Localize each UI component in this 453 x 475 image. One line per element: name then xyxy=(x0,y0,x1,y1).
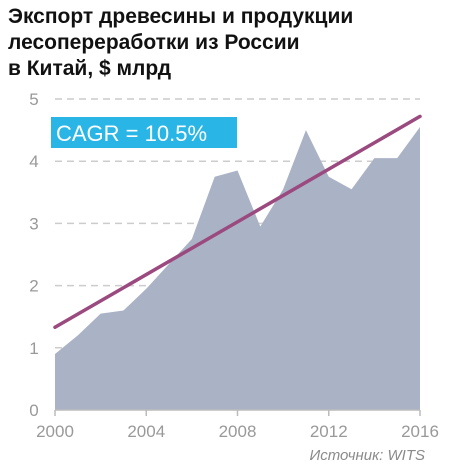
source-note: Источник: WITS xyxy=(309,447,426,464)
cagr-label-box xyxy=(51,117,237,148)
export-area-series xyxy=(55,126,420,411)
title-line-1: Экспорт древесины и продукции xyxy=(8,5,354,28)
y-tick-label-5: 5 xyxy=(29,90,38,109)
y-tick-label-0: 0 xyxy=(29,401,38,420)
title-line-2: лесопереработки из России xyxy=(8,31,300,54)
title-line-3: в Китай, $ млрд xyxy=(8,57,172,80)
x-tick-label-2016: 2016 xyxy=(401,422,439,441)
y-tick-label-1: 1 xyxy=(29,339,38,358)
x-tick-label-2000: 2000 xyxy=(36,422,74,441)
cagr-label-text: CAGR = 10.5% xyxy=(56,121,207,146)
y-tick-label-3: 3 xyxy=(29,214,38,233)
y-tick-label-4: 4 xyxy=(29,152,38,171)
chart-title: Экспорт древесины и продукции лесоперера… xyxy=(8,4,448,82)
cagr-trendline xyxy=(53,114,422,330)
x-tick-label-2012: 2012 xyxy=(310,422,348,441)
x-tick-label-2008: 2008 xyxy=(219,422,257,441)
y-tick-label-2: 2 xyxy=(29,277,38,296)
x-tick-label-2004: 2004 xyxy=(127,422,165,441)
